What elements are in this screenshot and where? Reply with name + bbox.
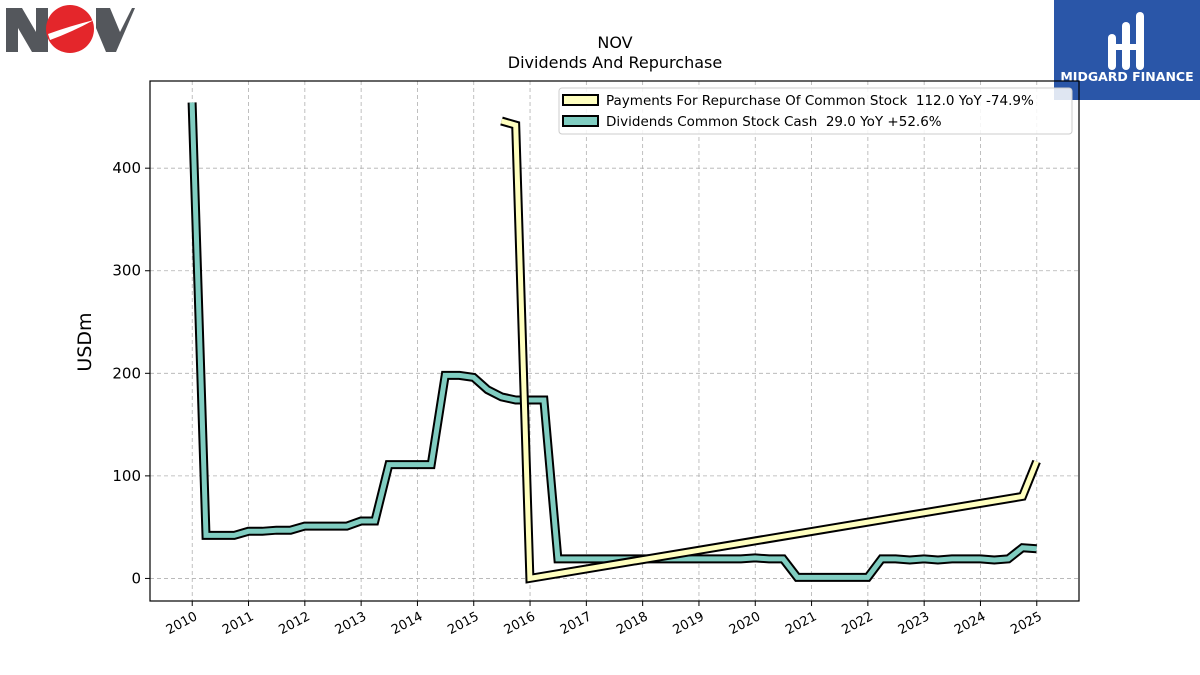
y-tick-label: 400 [112,159,141,177]
legend-swatch-dividends [562,115,599,127]
x-tick-label: 2023 [896,609,932,638]
x-tick-label: 2018 [614,609,650,638]
nov-logo [6,5,135,53]
series-line-repurchase [500,118,1039,582]
series-line-dividends-outline [187,102,1037,582]
x-tick-label: 2015 [445,609,481,638]
y-tick-label: 100 [112,467,141,485]
logo-white-swoosh [48,20,94,40]
legend-swatch-repurchase [562,94,599,106]
x-tick-label: 2012 [276,609,312,638]
x-tick-label: 2022 [839,609,875,638]
x-tick-label: 2017 [558,609,594,638]
series-lines [187,102,1041,584]
y-axis-label: USDm [74,312,96,371]
chart-subtitle: Dividends And Repurchase [508,53,722,72]
series-line-dividends [189,102,1037,580]
y-tick-label: 300 [112,262,141,280]
brand-name: MIDGARD FINANCE [1060,69,1193,84]
x-tick-label: 2020 [727,609,763,638]
legend-box [558,87,1073,135]
x-tick-label: 2011 [220,609,256,638]
legend-label-repurchase: Payments For Repurchase Of Common Stock … [606,93,1034,109]
x-tick-label: 2019 [671,609,707,638]
plot-frame [149,80,1080,602]
grid-lines [150,81,1079,601]
x-tick-label: 2024 [952,609,988,638]
midgard-finance-brand: MIDGARD FINANCE [1054,0,1200,100]
x-tick-label: 2016 [502,609,538,638]
x-tick-label: 2010 [164,609,200,638]
y-tick-label: 0 [131,569,141,587]
logo-letter-n [6,8,48,52]
legend-label-dividends: Dividends Common Stock Cash 29.0 YoY +52… [606,114,942,130]
legend: Payments For Repurchase Of Common Stock … [558,87,1073,135]
y-tick-label: 200 [112,364,141,382]
chart-title: NOV [597,33,632,52]
x-tick-label: 2021 [783,609,819,638]
logo-letter-v [96,8,135,52]
x-tick-label: 2025 [1008,609,1044,638]
x-tick-label: 2013 [333,609,369,638]
x-tick-label: 2014 [389,609,425,638]
midgard-logo-icon [1108,12,1144,70]
